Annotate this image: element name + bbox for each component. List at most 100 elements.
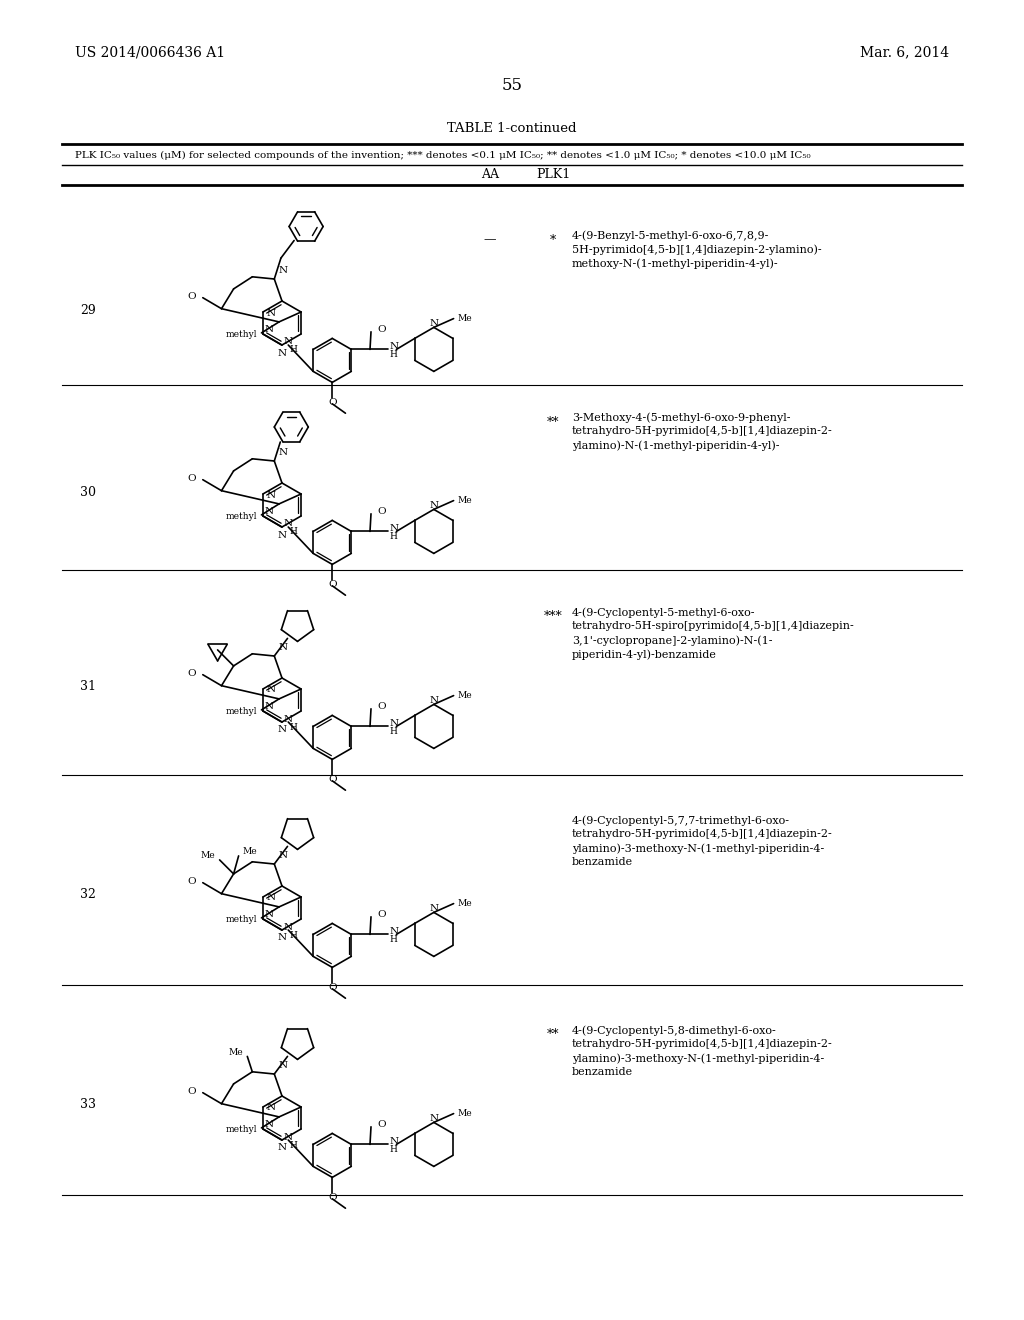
Text: 31: 31 xyxy=(80,681,96,693)
Text: 33: 33 xyxy=(80,1098,96,1111)
Text: methyl: methyl xyxy=(226,512,257,521)
Text: 4-(9-Cyclopentyl-5-methyl-6-oxo-: 4-(9-Cyclopentyl-5-methyl-6-oxo- xyxy=(572,607,756,618)
Text: tetrahydro-5H-pyrimido[4,5-b][1,4]diazepin-2-: tetrahydro-5H-pyrimido[4,5-b][1,4]diazep… xyxy=(572,1039,833,1049)
Text: O: O xyxy=(187,878,196,886)
Text: *: * xyxy=(550,234,556,247)
Text: 5H-pyrimido[4,5-b][1,4]diazepin-2-ylamino)-: 5H-pyrimido[4,5-b][1,4]diazepin-2-ylamin… xyxy=(572,244,821,255)
Text: O: O xyxy=(328,1193,337,1203)
Text: Me: Me xyxy=(458,496,472,506)
Text: N: N xyxy=(265,507,274,516)
Text: tetrahydro-5H-spiro[pyrimido[4,5-b][1,4]diazepin-: tetrahydro-5H-spiro[pyrimido[4,5-b][1,4]… xyxy=(572,620,855,631)
Text: N: N xyxy=(265,1119,274,1129)
Text: N: N xyxy=(279,447,288,457)
Text: N: N xyxy=(284,1133,293,1142)
Text: N: N xyxy=(389,927,398,936)
Text: Me: Me xyxy=(228,1048,244,1057)
Text: ylamino)-3-methoxy-N-(1-methyl-piperidin-4-: ylamino)-3-methoxy-N-(1-methyl-piperidin… xyxy=(572,1053,824,1064)
Text: Me: Me xyxy=(458,899,472,908)
Text: N: N xyxy=(284,520,293,528)
Text: **: ** xyxy=(547,1028,559,1041)
Text: piperidin-4-yl)-benzamide: piperidin-4-yl)-benzamide xyxy=(572,649,717,660)
Text: O: O xyxy=(377,507,386,516)
Text: H: H xyxy=(290,931,298,940)
Text: H: H xyxy=(389,935,397,944)
Text: US 2014/0066436 A1: US 2014/0066436 A1 xyxy=(75,45,225,59)
Text: H: H xyxy=(389,1144,397,1154)
Text: N: N xyxy=(389,342,398,351)
Text: tetrahydro-5H-pyrimido[4,5-b][1,4]diazepin-2-: tetrahydro-5H-pyrimido[4,5-b][1,4]diazep… xyxy=(572,426,833,436)
Text: AA: AA xyxy=(481,169,499,181)
Text: O: O xyxy=(377,911,386,919)
Text: H: H xyxy=(389,727,397,737)
Text: 30: 30 xyxy=(80,486,96,499)
Text: 29: 29 xyxy=(80,304,96,317)
Text: N: N xyxy=(284,923,293,932)
Text: N: N xyxy=(265,325,274,334)
Text: ylamino)-3-methoxy-N-(1-methyl-piperidin-4-: ylamino)-3-methoxy-N-(1-methyl-piperidin… xyxy=(572,843,824,854)
Text: 55: 55 xyxy=(502,77,522,94)
Text: benzamide: benzamide xyxy=(572,857,633,867)
Text: N: N xyxy=(279,643,288,652)
Text: O: O xyxy=(328,399,337,408)
Text: O: O xyxy=(377,325,386,334)
Text: N: N xyxy=(429,696,438,705)
Text: H: H xyxy=(389,532,397,541)
Text: N: N xyxy=(429,500,438,510)
Text: N: N xyxy=(279,851,288,861)
Text: N: N xyxy=(429,319,438,327)
Text: 4-(9-Cyclopentyl-5,7,7-trimethyl-6-oxo-: 4-(9-Cyclopentyl-5,7,7-trimethyl-6-oxo- xyxy=(572,814,790,825)
Text: O: O xyxy=(328,983,337,993)
Text: N: N xyxy=(265,702,274,711)
Text: ***: *** xyxy=(544,610,562,623)
Text: 32: 32 xyxy=(80,888,96,902)
Text: N: N xyxy=(278,348,287,358)
Text: methyl: methyl xyxy=(226,330,257,339)
Text: O: O xyxy=(187,1088,196,1096)
Text: N: N xyxy=(279,267,288,275)
Text: O: O xyxy=(328,581,337,589)
Text: N: N xyxy=(389,1137,398,1146)
Text: O: O xyxy=(328,775,337,784)
Text: O: O xyxy=(377,1121,386,1130)
Text: PLK IC₅₀ values (μM) for selected compounds of the invention; *** denotes <0.1 μ: PLK IC₅₀ values (μM) for selected compou… xyxy=(75,150,811,160)
Text: N: N xyxy=(278,1143,287,1152)
Text: N: N xyxy=(429,904,438,913)
Text: N: N xyxy=(279,1061,288,1071)
Text: N: N xyxy=(389,719,398,727)
Text: H: H xyxy=(389,350,397,359)
Text: tetrahydro-5H-pyrimido[4,5-b][1,4]diazepin-2-: tetrahydro-5H-pyrimido[4,5-b][1,4]diazep… xyxy=(572,829,833,840)
Text: N: N xyxy=(284,714,293,723)
Text: N: N xyxy=(284,338,293,346)
Text: N: N xyxy=(267,1104,276,1113)
Text: H: H xyxy=(290,722,298,731)
Text: Me: Me xyxy=(243,847,257,857)
Text: methyl: methyl xyxy=(226,1126,257,1134)
Text: Me: Me xyxy=(458,692,472,700)
Text: 3-Methoxy-4-(5-methyl-6-oxo-9-phenyl-: 3-Methoxy-4-(5-methyl-6-oxo-9-phenyl- xyxy=(572,412,791,422)
Text: Me: Me xyxy=(458,1109,472,1118)
Text: Me: Me xyxy=(458,314,472,323)
Text: Me: Me xyxy=(201,851,216,861)
Text: O: O xyxy=(187,292,196,301)
Text: H: H xyxy=(290,346,298,355)
Text: N: N xyxy=(267,894,276,903)
Text: O: O xyxy=(187,669,196,678)
Text: methoxy-N-(1-methyl-piperidin-4-yl)-: methoxy-N-(1-methyl-piperidin-4-yl)- xyxy=(572,257,778,268)
Text: 3,1'-cyclopropane]-2-ylamino)-N-(1-: 3,1'-cyclopropane]-2-ylamino)-N-(1- xyxy=(572,635,772,645)
Text: ylamino)-N-(1-methyl-piperidin-4-yl)-: ylamino)-N-(1-methyl-piperidin-4-yl)- xyxy=(572,440,779,450)
Text: Mar. 6, 2014: Mar. 6, 2014 xyxy=(860,45,949,59)
Text: H: H xyxy=(290,528,298,536)
Text: 4-(9-Cyclopentyl-5,8-dimethyl-6-oxo-: 4-(9-Cyclopentyl-5,8-dimethyl-6-oxo- xyxy=(572,1026,777,1036)
Text: N: N xyxy=(278,933,287,942)
Text: 4-(9-Benzyl-5-methyl-6-oxo-6,7,8,9-: 4-(9-Benzyl-5-methyl-6-oxo-6,7,8,9- xyxy=(572,230,769,240)
Text: N: N xyxy=(267,685,276,694)
Text: N: N xyxy=(278,726,287,734)
Text: N: N xyxy=(267,491,276,499)
Text: benzamide: benzamide xyxy=(572,1067,633,1077)
Text: N: N xyxy=(429,1114,438,1123)
Text: methyl: methyl xyxy=(226,915,257,924)
Text: N: N xyxy=(265,909,274,919)
Text: TABLE 1-continued: TABLE 1-continued xyxy=(447,121,577,135)
Text: N: N xyxy=(278,531,287,540)
Text: —: — xyxy=(483,234,497,247)
